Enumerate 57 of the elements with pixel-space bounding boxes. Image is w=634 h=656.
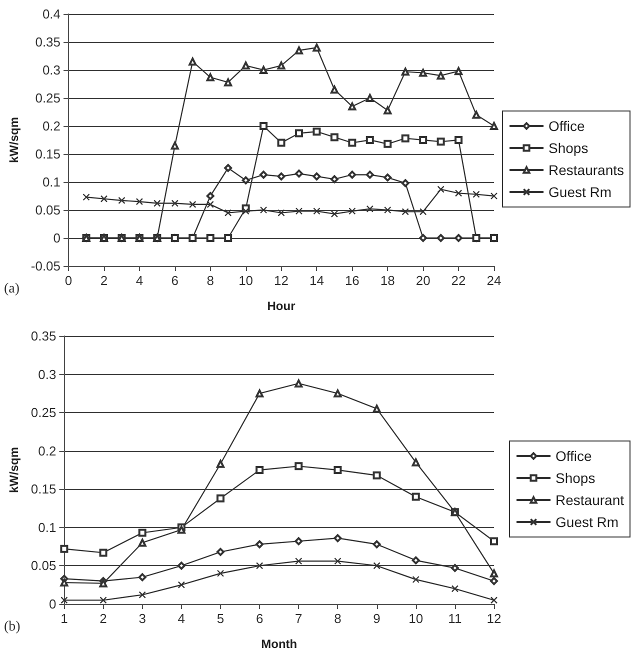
x-tick-label: 1 [60, 611, 68, 626]
y-tick-label: 0.05 [30, 558, 56, 574]
x-tick-label: 16 [344, 273, 360, 288]
x-tick-label: 20 [416, 273, 430, 288]
y-tick-label: -0.05 [30, 258, 61, 274]
y-tick-label: 0.2 [38, 443, 56, 458]
y-tick-label: 0.1 [42, 174, 61, 190]
x-tick-label: 3 [138, 611, 146, 626]
x-axis-title: Month [261, 637, 298, 651]
x-tick-label: 8 [206, 273, 214, 288]
y-tick-label: 0.1 [38, 520, 56, 535]
x-tick-label: 0 [64, 273, 72, 288]
y-tick-label: 0.15 [35, 146, 61, 162]
x-tick-label: 18 [380, 273, 395, 288]
x-tick-label: 12 [274, 273, 288, 288]
y-tick-label: 0.35 [35, 34, 61, 50]
x-tick-label: 2 [100, 273, 108, 288]
legend-label: Shops [548, 140, 588, 156]
x-tick-label: 5 [216, 611, 224, 626]
x-tick-label: 4 [178, 611, 186, 626]
legend-label: Restaurant [556, 492, 624, 508]
y-axis-title: kW/sqm [7, 116, 21, 164]
x-tick-label: 7 [295, 611, 302, 626]
x-tick-label: 2 [100, 611, 107, 626]
text: (b) [4, 620, 21, 634]
legend-label: Guest Rm [556, 514, 619, 530]
x-tick-label: 10 [408, 611, 424, 626]
x-tick-label: 12 [486, 611, 502, 626]
x-tick-label: 10 [238, 273, 254, 288]
y-tick-label: 0.2 [42, 118, 61, 134]
x-tick-label: 11 [448, 611, 462, 626]
y-tick-label: 0.15 [30, 482, 56, 497]
y-tick-label: 0.35 [30, 328, 56, 344]
text: (a) [4, 282, 20, 296]
y-tick-label: 0 [53, 230, 61, 246]
y-tick-label: 0.05 [35, 202, 61, 218]
x-tick-label: 24 [486, 273, 502, 288]
x-tick-label: 14 [309, 273, 324, 288]
y-tick-label: 0.25 [30, 405, 56, 420]
y-axis-title: kW/sqm [7, 446, 21, 494]
x-tick-label: 22 [451, 273, 466, 288]
legend-label: Guest Rm [548, 184, 612, 200]
y-tick-label: 0.3 [42, 62, 61, 78]
legend-label: Restaurants [548, 162, 624, 178]
y-tick-label: 0.3 [38, 366, 56, 382]
x-tick-label: 6 [256, 611, 264, 626]
x-tick-label: 9 [373, 611, 380, 626]
y-tick-label: 0.25 [35, 90, 61, 106]
legend-label: Office [548, 118, 586, 134]
legend-label: Shops [556, 470, 596, 486]
y-tick-label: 0 [48, 596, 56, 612]
x-axis-title: Hour [267, 299, 296, 313]
x-tick-label: 8 [334, 611, 342, 626]
y-tick-label: 0.4 [42, 6, 61, 22]
legend-label: Office [556, 448, 592, 464]
x-tick-label: 4 [136, 273, 144, 288]
x-tick-label: 6 [171, 273, 179, 288]
